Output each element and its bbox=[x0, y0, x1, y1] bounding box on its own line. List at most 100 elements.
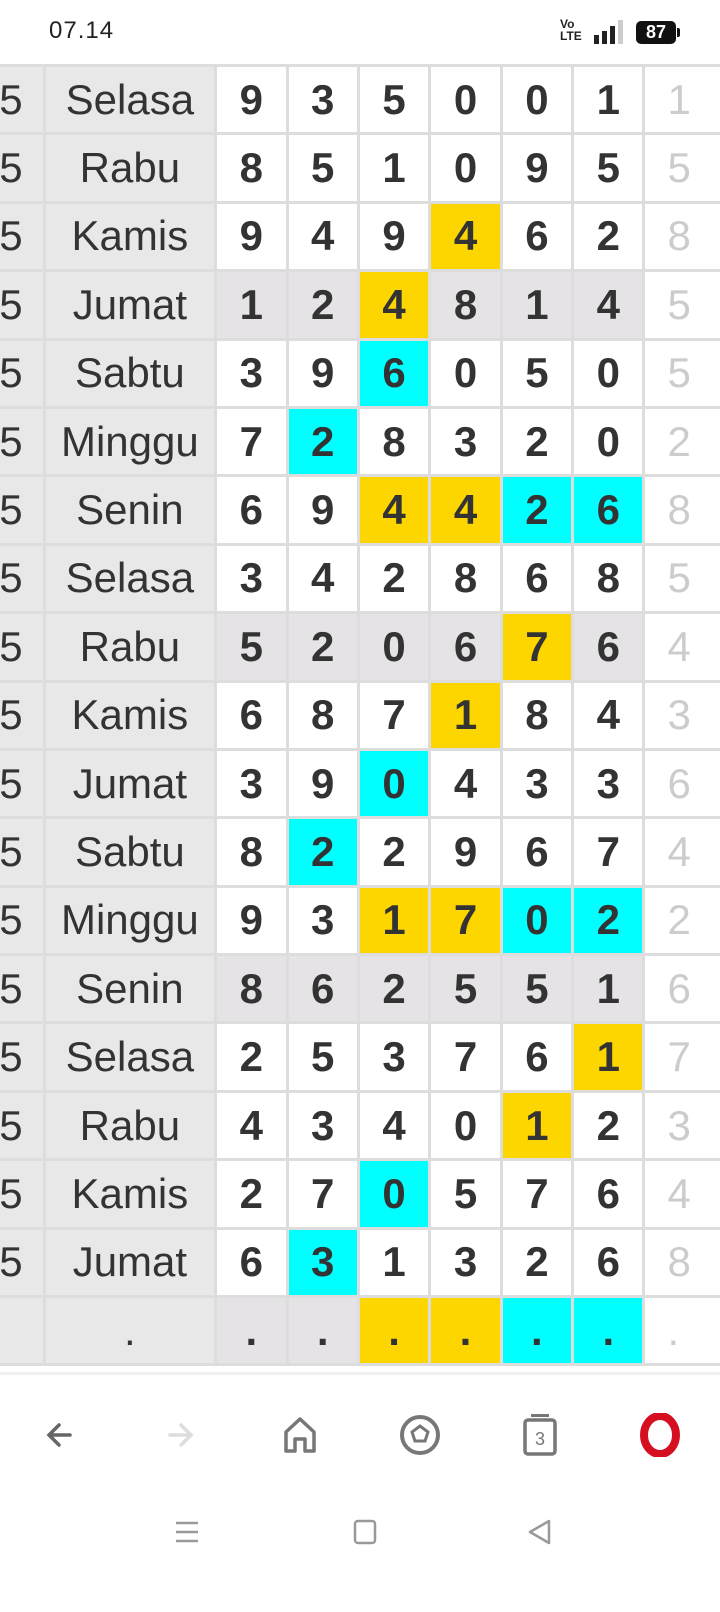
digit-cell: 4 bbox=[359, 1092, 432, 1159]
prefix-cell: 5 bbox=[0, 408, 46, 475]
home-icon[interactable] bbox=[270, 1405, 330, 1465]
day-cell-text: Minggu bbox=[60, 896, 199, 944]
faded-digit-cell: 3 bbox=[645, 1092, 720, 1159]
day-cell-text: Kamis bbox=[71, 1169, 189, 1217]
prefix-cell bbox=[0, 1298, 46, 1364]
day-cell: Rabu bbox=[45, 1092, 218, 1159]
recents-icon[interactable] bbox=[167, 1512, 207, 1552]
day-cell: Selasa bbox=[45, 67, 218, 133]
tabs-icon[interactable]: 3 bbox=[510, 1405, 570, 1465]
back-triangle-icon[interactable] bbox=[520, 1512, 560, 1552]
digit-cell-text: 7 bbox=[596, 827, 620, 875]
digit-cell-text: 5 bbox=[382, 75, 406, 123]
digit-cell-text: 3 bbox=[453, 1238, 478, 1286]
day-cell-text: Kamis bbox=[71, 212, 189, 260]
digit-cell-text: 8 bbox=[311, 691, 335, 739]
forward-arrow-icon[interactable] bbox=[150, 1405, 210, 1465]
digit-cell: 9 bbox=[502, 135, 575, 201]
digit-cell-text: 6 bbox=[596, 622, 620, 670]
prefix-cell-text: 5 bbox=[0, 1101, 23, 1149]
digit-cell: 2 bbox=[217, 1161, 289, 1227]
digit-cell: 3 bbox=[217, 340, 289, 406]
faded-digit-cell: 5 bbox=[645, 340, 720, 406]
digit-cell-text: 1 bbox=[239, 280, 263, 328]
table-row: 5 Sabtu 3 9 6 0 5 0 5 bbox=[0, 340, 720, 409]
digit-cell: 4 bbox=[431, 750, 503, 817]
digit-cell: . bbox=[288, 1298, 360, 1364]
table-row: ........ bbox=[0, 1298, 720, 1367]
digit-cell: 4 bbox=[217, 1092, 289, 1159]
soccer-ball-icon[interactable] bbox=[390, 1405, 450, 1465]
digit-cell-text: 0 bbox=[453, 144, 478, 192]
faded-digit-cell-text: 3 bbox=[667, 1101, 691, 1149]
digit-cell-text: 2 bbox=[382, 827, 406, 875]
digit-cell: 6 bbox=[502, 203, 575, 270]
day-cell: Kamis bbox=[45, 682, 218, 748]
day-cell: Sabtu bbox=[45, 819, 218, 885]
digit-cell: . bbox=[502, 1298, 575, 1364]
digit-cell: 3 bbox=[502, 750, 575, 817]
digit-cell-text: 1 bbox=[525, 280, 549, 328]
table-row: 5 Rabu 4 3 4 0 1 2 3 bbox=[0, 1092, 720, 1162]
digit-cell: 9 bbox=[431, 819, 503, 885]
digit-cell: 1 bbox=[574, 67, 646, 133]
digit-cell: 1 bbox=[502, 272, 575, 338]
digit-cell-text: 2 bbox=[239, 1033, 263, 1081]
digit-cell: 2 bbox=[574, 1092, 646, 1159]
day-cell-text: Jumat bbox=[72, 280, 188, 328]
digit-cell-text: 3 bbox=[239, 759, 263, 807]
digit-cell-text: 6 bbox=[382, 349, 406, 397]
back-arrow-icon[interactable] bbox=[30, 1405, 90, 1465]
faded-digit-cell: 2 bbox=[645, 408, 720, 475]
prefix-cell: 5 bbox=[0, 956, 46, 1022]
digit-cell-text: 2 bbox=[239, 1169, 263, 1217]
prefix-cell-text: 5 bbox=[0, 1238, 23, 1286]
table-row: 5 Rabu 8 5 1 0 9 5 5 bbox=[0, 135, 720, 204]
digit-cell: 8 bbox=[217, 819, 289, 885]
digit-cell-text: 4 bbox=[311, 212, 335, 260]
prefix-cell: 5 bbox=[0, 819, 46, 885]
digit-cell-text: 6 bbox=[453, 622, 478, 670]
table-row: 5 Minggu 7 2 8 3 2 0 2 bbox=[0, 408, 720, 478]
day-cell: Kamis bbox=[45, 203, 218, 270]
digit-cell-text: 9 bbox=[239, 212, 263, 260]
digit-cell-text: 8 bbox=[239, 964, 263, 1012]
digit-cell: 1 bbox=[359, 135, 432, 201]
digit-cell: 0 bbox=[574, 408, 646, 475]
faded-digit-cell-text: 8 bbox=[667, 486, 691, 534]
digit-cell: 2 bbox=[359, 545, 432, 612]
digit-cell: 8 bbox=[288, 682, 360, 748]
day-cell: Senin bbox=[45, 477, 218, 543]
prefix-cell: 5 bbox=[0, 477, 46, 543]
digit-cell-text: 4 bbox=[382, 1101, 406, 1149]
prefix-cell-text: 5 bbox=[0, 417, 23, 465]
faded-digit-cell-text: 4 bbox=[667, 622, 691, 670]
opera-icon[interactable] bbox=[630, 1405, 690, 1465]
digit-cell-text: 2 bbox=[311, 622, 335, 670]
day-cell-text: Rabu bbox=[79, 144, 181, 192]
digit-cell: 1 bbox=[359, 1229, 432, 1296]
digit-cell-text: 4 bbox=[453, 486, 478, 534]
digit-cell: 4 bbox=[574, 682, 646, 748]
day-cell-text: Minggu bbox=[60, 417, 199, 465]
day-cell-text: Jumat bbox=[72, 1238, 188, 1286]
digit-cell: 0 bbox=[359, 750, 432, 817]
digit-cell: 8 bbox=[217, 956, 289, 1022]
faded-digit-cell: 1 bbox=[645, 67, 720, 133]
digit-cell-text: 6 bbox=[311, 964, 335, 1012]
digit-cell-text: 9 bbox=[453, 827, 478, 875]
faded-digit-cell: . bbox=[645, 1298, 720, 1364]
home-square-icon[interactable] bbox=[345, 1512, 385, 1552]
digit-cell: 5 bbox=[502, 340, 575, 406]
battery-icon: 87 bbox=[636, 21, 680, 44]
prefix-cell: 5 bbox=[0, 682, 46, 748]
digit-cell-text: 8 bbox=[453, 554, 478, 602]
day-cell-text: Senin bbox=[76, 486, 184, 534]
digit-cell-text: 6 bbox=[239, 691, 263, 739]
prefix-cell: 5 bbox=[0, 545, 46, 612]
digit-cell-text: 6 bbox=[525, 212, 549, 260]
digit-cell: 1 bbox=[431, 682, 503, 748]
digit-cell: 5 bbox=[288, 135, 360, 201]
digit-cell: 7 bbox=[502, 1161, 575, 1227]
faded-digit-cell: 2 bbox=[645, 887, 720, 954]
